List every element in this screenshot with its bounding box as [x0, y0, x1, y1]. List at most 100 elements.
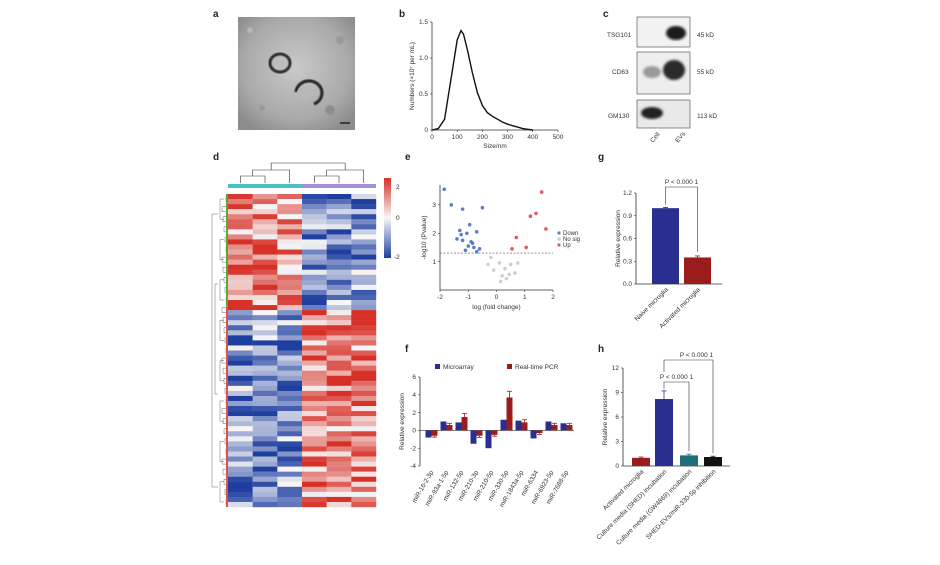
- heatmap-cell: [302, 436, 327, 442]
- heatmap-cell: [302, 461, 327, 467]
- heatmap-cell: [252, 461, 278, 467]
- heatmap-cell: [277, 234, 303, 240]
- heatmap-cell: [302, 320, 327, 326]
- heatmap-cell: [326, 426, 352, 432]
- heatmap-cell: [326, 219, 352, 225]
- heatmap-cell: [351, 199, 377, 205]
- heatmap-cell: [228, 330, 253, 336]
- bar: [560, 423, 567, 431]
- heatmap-cell: [277, 269, 303, 275]
- heatmap-cell: [326, 259, 352, 265]
- heatmap-cell: [228, 426, 253, 432]
- heatmap-cell: [302, 199, 327, 205]
- heatmap-cell: [252, 269, 278, 275]
- heatmap-cell: [302, 456, 327, 462]
- heatmap-cell: [326, 294, 352, 301]
- heatmap-cell: [351, 436, 377, 442]
- heatmap-cell: [326, 340, 352, 346]
- y-tick-label: 6: [412, 374, 416, 381]
- heatmap-cell: [326, 254, 352, 260]
- blot-size-label: 45 kD: [697, 32, 714, 39]
- heatmap-cell: [252, 395, 278, 402]
- heatmap-cell: [277, 289, 303, 296]
- heatmap-cell: [326, 370, 352, 376]
- heatmap-cell: [326, 481, 352, 488]
- heatmap-cell: [228, 284, 253, 291]
- x-tick-label: 400: [527, 134, 538, 141]
- heatmap-cell: [252, 390, 278, 397]
- heatmap-cell: [252, 305, 278, 311]
- heatmap-cell: [252, 370, 278, 376]
- point-up: [534, 211, 538, 216]
- heatmap-cell: [252, 400, 278, 407]
- heatmap: [211, 162, 377, 508]
- x-tick-label: 500: [553, 134, 564, 141]
- point-up: [544, 227, 548, 231]
- heatmap-cell: [277, 416, 303, 422]
- point-nosig: [507, 272, 512, 277]
- blot-row-label: TSG101: [607, 32, 632, 39]
- heatmap-cell: [228, 305, 253, 311]
- heatmap-cell: [351, 234, 377, 240]
- heatmap-cell: [326, 224, 352, 230]
- heatmap-cell: [252, 214, 278, 220]
- heatmap-cell: [277, 229, 303, 235]
- point-nosig: [498, 279, 503, 284]
- x-tick-label: 300: [502, 134, 513, 141]
- blot-row-label: GM130: [608, 113, 630, 120]
- heatmap-cell: [228, 234, 253, 240]
- heatmap-cell: [302, 310, 327, 316]
- blot-band: [666, 26, 686, 40]
- bar: [536, 430, 543, 434]
- heatmap-cell: [351, 300, 377, 306]
- heatmap-cell: [351, 471, 377, 477]
- heatmap-cell: [351, 406, 377, 412]
- heatmap-cell: [277, 385, 303, 392]
- heatmap-cell: [277, 375, 303, 381]
- heatmap-cell: [252, 486, 278, 493]
- heatmap-cell: [252, 446, 278, 452]
- heatmap-cell: [302, 481, 327, 488]
- heatmap-cell: [302, 421, 327, 427]
- y-tick-label: 2: [412, 410, 416, 417]
- heatmap-cell: [302, 209, 327, 215]
- y-tick-label: 0.9: [623, 213, 632, 220]
- heatmap-cell: [228, 375, 253, 381]
- y-tick-label: 0.5: [419, 91, 428, 98]
- heatmap-cell: [228, 365, 253, 371]
- x-tick-label: Activated microglia: [602, 468, 646, 512]
- point-nosig: [513, 271, 517, 275]
- heatmap-cell: [302, 294, 327, 301]
- heatmap-cell: [252, 219, 278, 225]
- heatmap-cell: [228, 244, 253, 250]
- heatmap-cell: [302, 426, 327, 432]
- heatmap-cell: [302, 431, 327, 437]
- panel-label-f: f: [405, 344, 409, 355]
- heatmap-cell: [228, 214, 253, 220]
- heatmap-cell: [277, 340, 303, 346]
- heatmap-cell: [277, 436, 303, 442]
- heatmap-cell: [277, 466, 303, 472]
- heatmap-cell: [351, 365, 377, 371]
- heatmap-cell: [277, 395, 303, 402]
- heatmap-cell: [277, 194, 303, 200]
- heatmap-cell: [277, 310, 303, 316]
- heatmap-cell: [228, 224, 253, 230]
- heatmap-cell: [326, 471, 352, 477]
- heatmap-cell: [326, 451, 352, 457]
- heatmap-cell: [228, 380, 253, 387]
- point-down: [457, 228, 462, 233]
- heatmap-cell: [228, 491, 253, 498]
- legend-swatch: [435, 364, 440, 369]
- x-tick-label: -2: [437, 294, 443, 301]
- heatmap-cell: [228, 274, 253, 281]
- panel-label-g: g: [598, 152, 604, 163]
- heatmap-cell: [277, 244, 303, 250]
- point-nosig: [489, 255, 493, 260]
- western-blot: TSG101 CD63 GM130 45 kD 55 kD 113 kD Cel…: [607, 16, 717, 145]
- heatmap-cell: [228, 456, 253, 462]
- x-axis-label: log (fold change): [472, 304, 520, 311]
- blot-lane-label: Cell: [649, 131, 662, 145]
- heatmap-cell: [302, 380, 327, 387]
- bar: [425, 430, 432, 438]
